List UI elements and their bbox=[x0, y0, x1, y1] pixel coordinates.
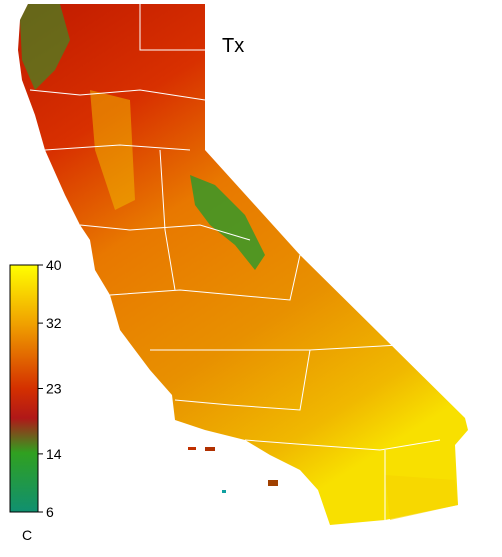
county-lines bbox=[29, 4, 441, 520]
island bbox=[268, 480, 278, 486]
map-title: Tx bbox=[222, 35, 244, 57]
hot-zone bbox=[385, 475, 458, 520]
forest-zone bbox=[20, 4, 70, 90]
hot-zone bbox=[90, 90, 135, 210]
island bbox=[188, 447, 196, 450]
colorbar-unit: C bbox=[22, 527, 32, 543]
colorbar-tick-label: 6 bbox=[46, 504, 54, 520]
forest-zone bbox=[190, 175, 265, 270]
island bbox=[222, 490, 226, 493]
island bbox=[205, 447, 215, 451]
colorbar bbox=[9, 264, 39, 513]
colorbar-tick-label: 40 bbox=[46, 257, 62, 273]
islands bbox=[188, 447, 278, 493]
colorbar-tick-label: 23 bbox=[46, 381, 62, 397]
state-map bbox=[18, 4, 468, 525]
colorbar-tick-label: 14 bbox=[46, 446, 62, 462]
colorbar-tick-label: 32 bbox=[46, 315, 62, 331]
